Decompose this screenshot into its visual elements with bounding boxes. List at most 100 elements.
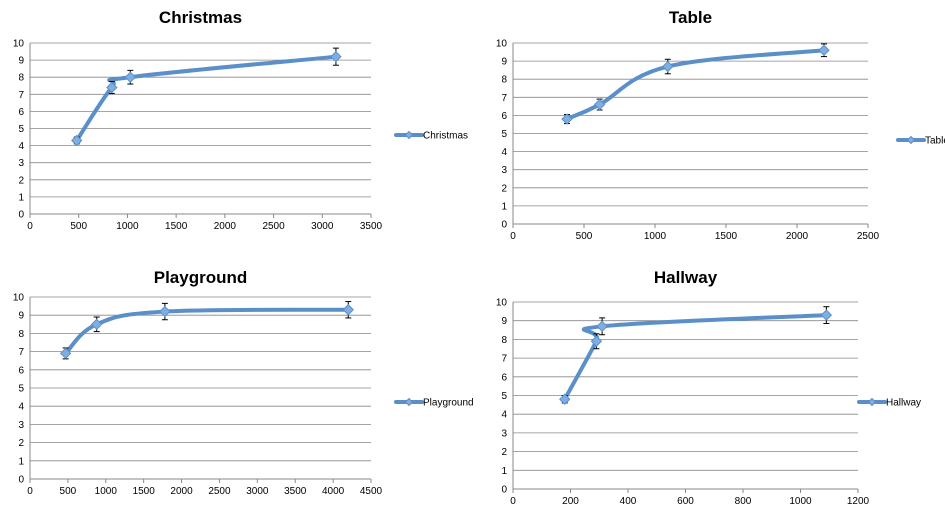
y-tick-label: 2 [18,438,24,449]
x-tick-label: 4000 [322,486,345,497]
x-tick-label: 1500 [165,221,188,232]
chart-title: Hallway [654,268,718,287]
legend-label: Hallway [886,398,921,409]
y-tick-label: 10 [496,298,508,309]
data-point [71,134,83,147]
y-tick-label: 4 [18,141,24,152]
x-tick-label: 1000 [644,231,667,242]
data-point [561,113,573,125]
y-tick-label: 1 [501,201,507,212]
x-tick-label: 600 [677,496,694,507]
data-point [124,71,137,83]
y-tick-label: 0 [501,485,507,496]
y-tick-label: 3 [501,165,507,176]
x-tick-label: 2500 [208,486,231,497]
x-tick-label: 2000 [786,231,809,242]
y-tick-label: 9 [501,57,507,68]
y-tick-label: 3 [18,420,24,431]
y-tick-label: 4 [501,410,507,421]
x-tick-label: 1200 [847,496,870,507]
legend-marker [404,130,414,140]
y-tick-label: 2 [18,175,24,186]
y-tick-label: 6 [501,111,507,122]
legend: Hallway [857,397,921,409]
chart-title: Christmas [159,8,242,27]
y-tick-label: 0 [18,475,24,486]
x-tick-label: 200 [562,496,579,507]
x-tick-label: 500 [60,486,77,497]
series-line [63,307,351,356]
data-point [590,335,603,347]
y-tick-label: 6 [18,365,24,376]
y-tick-label: 8 [18,329,24,340]
data-point [106,81,118,94]
line-chart-christmas: Christmas 0 1 2 3 4 5 6 7 8 9 10 0 500 1000 1500 2000 250… [13,8,468,232]
y-tick-label: 5 [18,124,24,135]
y-tick-label: 9 [18,311,24,322]
x-tick-label: 0 [510,231,516,242]
y-tick-label: 5 [501,391,507,402]
legend-label: Christmas [423,131,468,142]
y-tick-label: 7 [18,347,24,358]
y-tick-label: 6 [501,372,507,383]
line-chart-table: Table 0 1 2 3 4 5 6 7 8 9 10 0 500 1000 1500 2000 2500 Tab… [496,8,945,242]
y-tick-label: 10 [496,39,508,50]
data-point [818,44,830,56]
series-line [74,54,338,143]
x-tick-label: 500 [70,221,87,232]
x-tick-label: 1500 [715,231,738,242]
series-line [562,313,829,402]
y-tick-label: 0 [501,220,507,231]
y-tick-label: 8 [18,73,24,84]
y-tick-label: 4 [501,147,507,158]
data-point [59,347,72,360]
series-line [564,48,826,122]
data-point [90,318,103,331]
legend-marker [867,397,877,407]
y-tick-label: 2 [501,183,507,194]
x-tick-label: 4500 [360,486,383,497]
data-point [820,309,833,321]
x-tick-label: 3000 [311,221,334,232]
legend-label: Table [925,136,945,147]
data-point [559,393,571,405]
x-tick-label: 1000 [116,221,139,232]
legend-marker [404,397,414,407]
data-point [593,98,606,111]
y-tick-label: 3 [18,158,24,169]
x-tick-label: 3500 [360,221,383,232]
y-tick-label: 8 [501,75,507,86]
y-tick-label: 7 [18,90,24,101]
line-chart-playground: Playground 0 1 2 3 4 5 6 7 8 9 10 0 500 1000 1500 2000 25… [13,268,474,497]
x-tick-label: 0 [510,496,516,507]
y-tick-label: 9 [501,316,507,327]
x-tick-label: 1000 [789,496,812,507]
x-tick-label: 3500 [284,486,307,497]
y-tick-label: 1 [18,192,24,203]
y-tick-label: 5 [18,384,24,395]
y-tick-label: 3 [501,428,507,439]
x-tick-label: 2500 [262,221,285,232]
x-tick-label: 1500 [133,486,156,497]
chart-title: Table [669,8,712,27]
data-point [330,50,342,63]
legend: Christmas [394,130,468,142]
legend: Table [896,135,945,147]
data-point [342,304,354,316]
y-tick-label: 2 [501,447,507,458]
x-tick-label: 3000 [246,486,269,497]
legend: Playground [394,397,474,409]
data-point [596,320,608,333]
y-tick-label: 10 [13,293,25,304]
y-tick-label: 0 [18,210,24,221]
y-tick-label: 9 [18,56,24,67]
y-tick-label: 1 [501,466,507,477]
y-tick-label: 8 [501,335,507,346]
legend-marker [906,135,916,145]
x-tick-label: 0 [27,221,33,232]
x-tick-label: 500 [576,231,593,242]
y-tick-label: 7 [501,93,507,104]
x-tick-label: 1000 [95,486,118,497]
data-point [159,305,171,318]
